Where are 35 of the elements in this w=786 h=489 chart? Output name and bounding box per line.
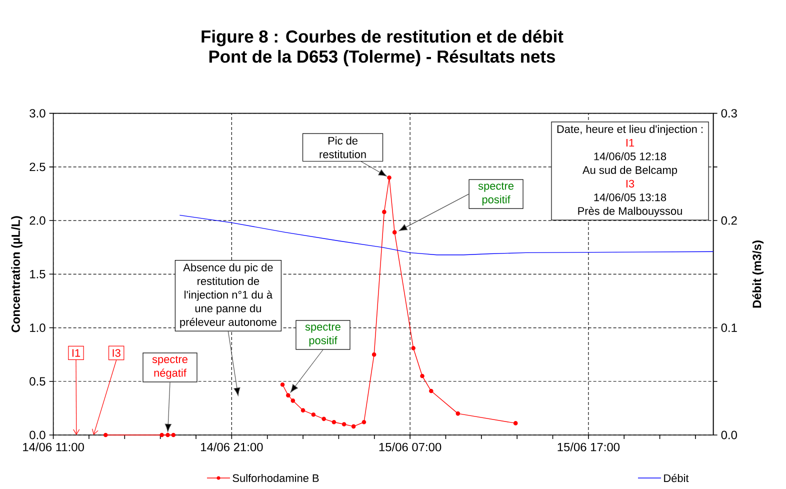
y-tick-label: 1.0 [30, 324, 46, 332]
y-tick-label: 0.5 [30, 377, 46, 386]
annotation: Au sud de Belcamp [582, 166, 678, 176]
annotation: I1 [626, 138, 634, 147]
x-tick-label: 15/06 17:00 [558, 442, 620, 452]
x-tick-label: 14/06 21:00 [201, 442, 263, 452]
y2-tick-label: 0.1 [721, 324, 737, 332]
legend-label: Sulforhodamine B [232, 474, 319, 482]
chart-subtitle: Pont de la D653 (Tolerme) - Résultats nets [209, 50, 556, 66]
legend-label: Débit [664, 474, 689, 482]
annotation: 14/06/05 12:18 [594, 152, 666, 160]
annotation: I1 [72, 349, 80, 357]
chart-title: Figure 8 : Courbes de restitution et de débit [202, 30, 564, 46]
y-tick-label: 2.0 [30, 216, 46, 225]
annotation: Date, heure et lieu d'injection : [557, 124, 703, 136]
y2-tick-label: 0.2 [721, 216, 737, 225]
annotation: Absence du pic de restitution de l'injection n°1 du à une panne du préleveur autonome [180, 263, 276, 328]
y-tick-label: 1.5 [30, 270, 46, 278]
annotation: I3 [626, 180, 634, 188]
annotation: spectre positif [478, 182, 514, 206]
y-tick-label: 2.5 [30, 162, 46, 172]
y2-tick-label: 0.3 [721, 109, 737, 118]
annotation: Près de Malbouyssou [578, 206, 682, 218]
y-axis-title: Concentration (µL/L) [11, 216, 22, 332]
annotation: I3 [112, 349, 120, 357]
annotation: 14/06/05 13:18 [594, 193, 666, 202]
y2-tick-label: 0.0 [721, 430, 737, 440]
y-tick-label: 0.0 [30, 430, 46, 440]
x-tick-label: 14/06 11:00 [23, 442, 84, 452]
y-tick-label: 3.0 [30, 109, 46, 118]
x-tick-label: 15/06 07:00 [379, 442, 442, 452]
annotation: Pic de restitution [320, 136, 366, 158]
y2-axis-title: Débit (m3/s) [752, 240, 764, 308]
annotation: spectre positif [305, 323, 340, 346]
annotation: spectre négatif [152, 356, 188, 379]
